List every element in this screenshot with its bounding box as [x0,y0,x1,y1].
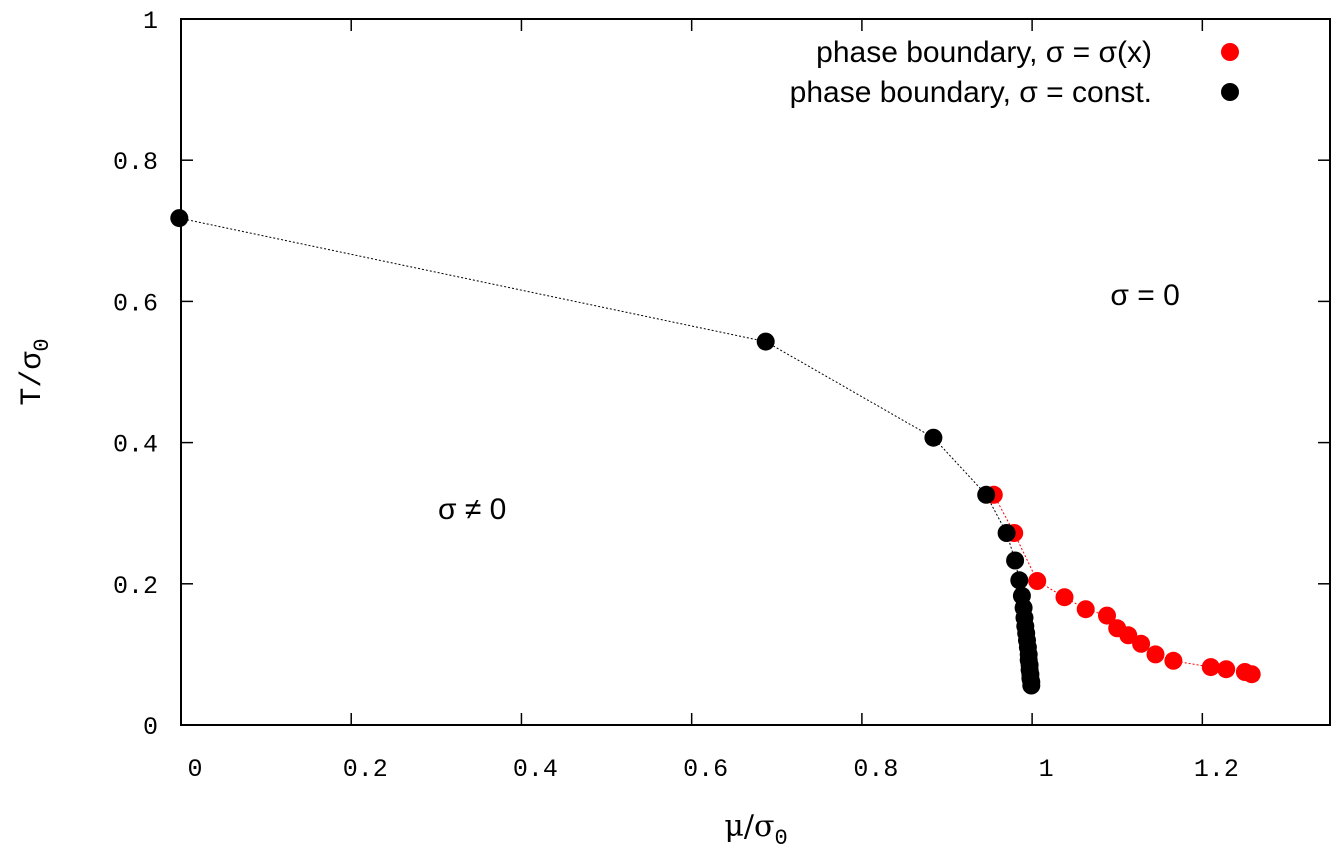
series-line-1 [179,217,1032,686]
legend: phase boundary, σ = σ(x) phase boundary,… [790,36,1239,109]
data-point-series-0 [1164,651,1183,670]
y-tick-label: 0 [143,713,158,742]
data-point-series-1 [1010,571,1029,590]
series-points [170,209,1261,695]
data-point-series-1 [924,428,943,447]
x-tick-label: 0 [187,755,202,784]
x-tick-label: 1.2 [1194,755,1239,784]
data-point-series-1 [1006,551,1025,570]
legend-label-red: phase boundary, σ = σ(x) [816,36,1152,69]
data-point-series-0 [1146,645,1165,664]
region-label-ordered: σ ≠ 0 [438,493,506,526]
legend-label-black: phase boundary, σ = const. [790,76,1152,109]
plot-frame [180,18,1331,726]
y-tick-label: 1 [143,7,158,36]
x-tick-label: 0.8 [853,755,898,784]
x-axis-label: μ/σ0 [724,809,787,846]
x-axis-label-main: μ/σ [724,809,774,844]
region-annotations: σ = 0 σ ≠ 0 [438,279,1180,526]
data-point-series-0 [1242,665,1261,684]
axis-tick-labels: 0 0.2 0.4 0.6 0.8 1 1.2 0 0.2 0.4 0.6 0.8 1 [113,7,1239,784]
data-point-series-1 [756,332,775,351]
x-tick-label: 0.4 [513,755,558,784]
axis-ticks [180,18,1330,726]
data-point-series-0 [1098,606,1116,625]
y-axis-label: T/σ0 [16,338,55,405]
data-point-series-1 [997,524,1016,542]
legend-marker-red [1221,43,1239,61]
y-tick-label: 0.6 [113,289,158,318]
data-point-series-1 [170,209,189,228]
y-axis-label-subscript: 0 [30,338,55,351]
x-tick-label: 1 [1039,755,1054,784]
region-label-disordered: σ = 0 [1110,279,1179,312]
y-tick-label: 0.8 [113,148,158,177]
x-axis-label-subscript: 0 [774,826,787,846]
data-point-series-0 [1132,634,1151,653]
y-tick-label: 0.2 [113,572,158,601]
data-point-series-1 [1022,676,1041,695]
data-point-series-0 [1217,660,1236,679]
x-tick-label: 0.6 [683,755,728,784]
data-point-series-0 [1076,600,1095,619]
data-point-series-0 [1055,588,1074,607]
data-point-series-0 [1201,658,1220,677]
y-axis-label-main: T/σ [16,352,50,406]
x-tick-label: 0.2 [343,755,388,784]
data-point-series-0 [1028,572,1047,590]
y-tick-label: 0.4 [113,431,158,460]
legend-marker-black [1221,83,1239,101]
data-point-series-1 [977,485,996,504]
data-point-series-0 [1119,626,1138,645]
